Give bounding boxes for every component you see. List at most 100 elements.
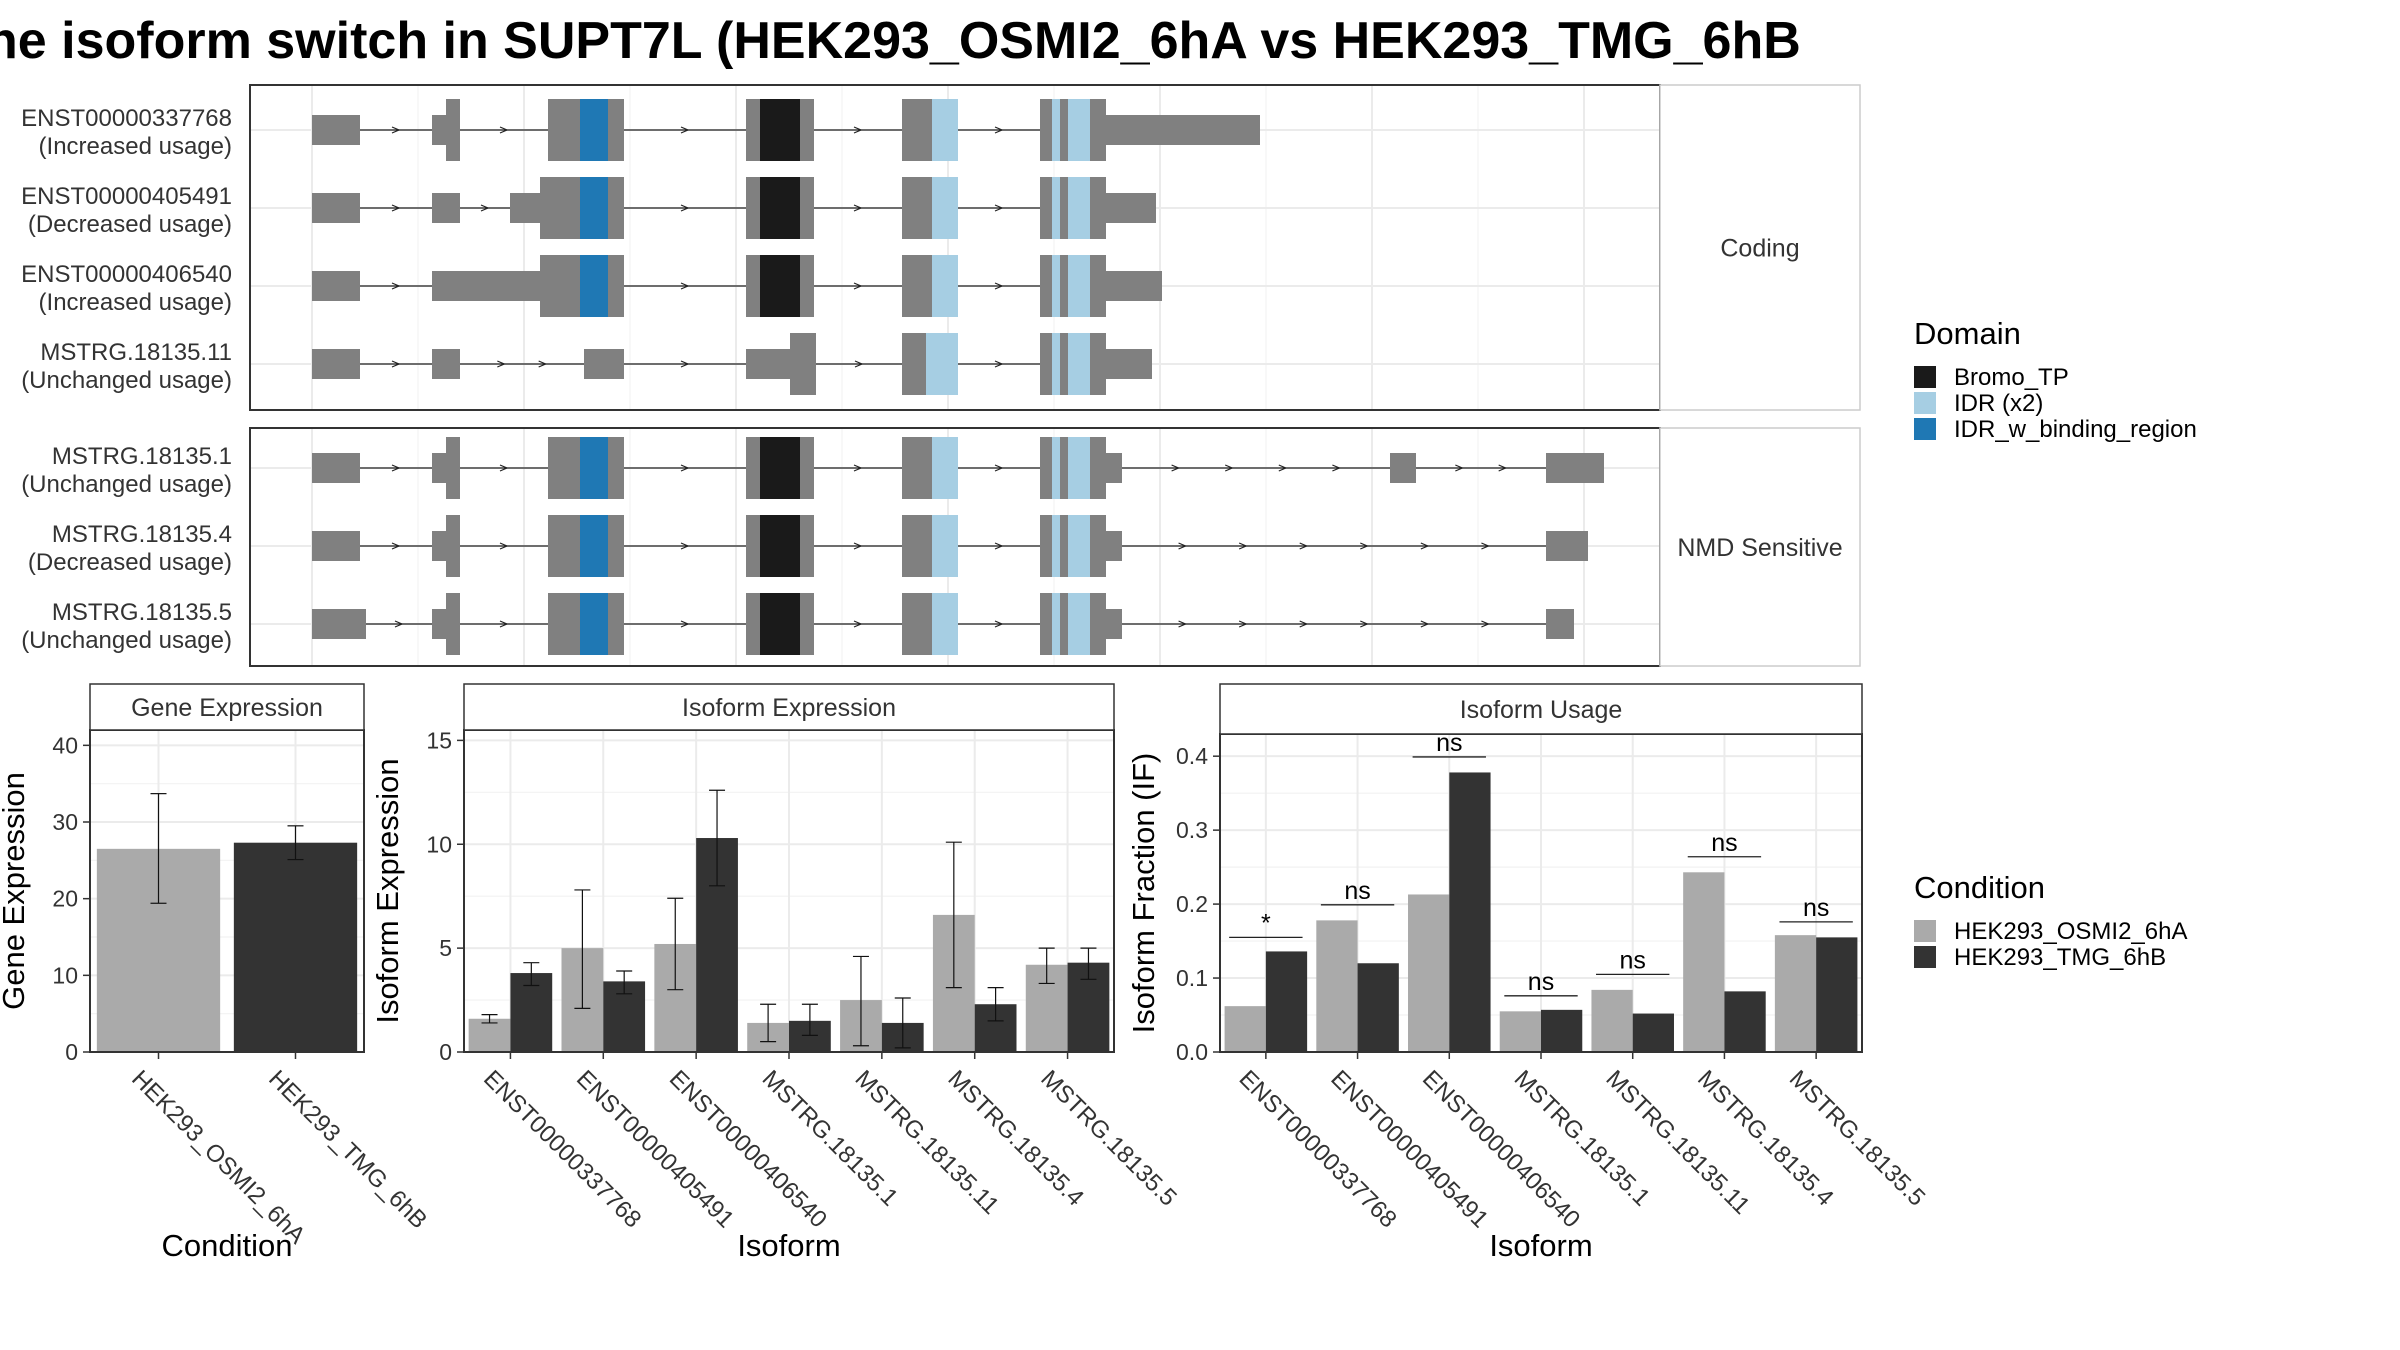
intron-arrow — [480, 204, 490, 212]
exon-block — [1040, 255, 1052, 317]
exon-block — [312, 453, 360, 483]
domain-idr_binding — [580, 515, 608, 577]
exon-block — [1106, 453, 1122, 483]
strip — [463, 683, 1115, 731]
exon-block — [1546, 531, 1588, 561]
exon-block — [800, 99, 814, 161]
exon-block — [548, 593, 580, 655]
legend-label: Bromo_TP — [1954, 364, 2069, 391]
intron-arrow — [680, 620, 690, 628]
transcript-usage-label: (Decreased usage) — [28, 211, 232, 238]
intron-arrow — [1332, 464, 1341, 472]
domain-exon — [1060, 437, 1068, 499]
bar — [1265, 951, 1308, 1052]
y-tick-label: 0.4 — [1176, 743, 1208, 769]
transcript-usage-label: (Increased usage) — [39, 133, 232, 160]
exon-block — [746, 177, 760, 239]
domain-idr — [1052, 255, 1060, 317]
exon-block — [902, 437, 932, 499]
exon-block — [312, 193, 360, 223]
exon-block — [902, 515, 932, 577]
y-axis-title: Gene Expression — [0, 772, 31, 1010]
domain-idr — [932, 177, 958, 239]
domain-idr — [1068, 593, 1090, 655]
domain-exon — [1060, 515, 1068, 577]
intron-arrow — [1455, 464, 1464, 472]
intron-arrow — [680, 542, 690, 550]
y-tick-label: 0.2 — [1176, 891, 1208, 917]
legend-title: Domain — [1914, 316, 2021, 351]
intron-arrow — [853, 126, 863, 134]
y-tick-label: 20 — [52, 886, 78, 912]
transcript-usage-label: (Unchanged usage) — [21, 627, 232, 654]
transcript-MSTRG.18135.11 — [312, 333, 1152, 395]
strip — [89, 683, 365, 731]
transcript-id-label: MSTRG.18135.11 — [40, 339, 232, 366]
domain-bromo — [760, 593, 800, 655]
exon-block — [1546, 453, 1604, 483]
exon-block — [1106, 193, 1156, 223]
intron-arrow — [391, 282, 401, 290]
transcript-id-label: MSTRG.18135.1 — [52, 443, 232, 470]
domain-idr — [1052, 333, 1060, 395]
legend-label: IDR_w_binding_region — [1954, 416, 2197, 443]
intron-arrow — [499, 464, 509, 472]
intron-arrow — [499, 620, 509, 628]
exon-block — [432, 193, 460, 223]
domain-exon — [1060, 593, 1068, 655]
exon-block — [548, 99, 580, 161]
x-tick-label: ENST00000405491 — [571, 1065, 739, 1233]
exon-block — [312, 609, 366, 639]
domain-exon — [1060, 333, 1068, 395]
intron-arrow — [994, 360, 1004, 368]
exon-block — [1546, 609, 1574, 639]
domain-idr — [1068, 437, 1090, 499]
transcript-usage-label: (Decreased usage) — [28, 549, 232, 576]
bar — [1774, 935, 1817, 1052]
transcript-ENST00000406540 — [312, 255, 1162, 317]
exon-block — [746, 99, 760, 161]
bar — [510, 973, 553, 1052]
exon-block — [902, 593, 932, 655]
domain-idr_binding — [580, 177, 608, 239]
exon-block — [608, 255, 624, 317]
strip-label: Gene Expression — [131, 694, 323, 722]
bar — [1316, 920, 1358, 1052]
intron-arrow — [391, 126, 401, 134]
domain-idr — [1068, 515, 1090, 577]
intron-arrow — [1238, 542, 1248, 550]
intron-arrow — [391, 464, 401, 472]
domain-idr_binding — [580, 437, 608, 499]
exon-block — [608, 437, 624, 499]
x-axis-title: Isoform — [737, 1228, 840, 1263]
figure-title: he isoform switch in SUPT7L (HEK293_OSMI… — [0, 12, 1801, 70]
intron-arrow — [499, 542, 509, 550]
domain-idr — [1052, 177, 1060, 239]
exon-block — [510, 193, 540, 223]
bar — [1591, 989, 1633, 1052]
exon-block — [902, 333, 926, 395]
exon-block — [432, 349, 460, 379]
exon-block — [432, 609, 446, 639]
domain-idr — [932, 437, 958, 499]
bar — [1408, 894, 1450, 1052]
intron-arrow — [680, 360, 690, 368]
exon-block — [1090, 333, 1106, 395]
intron-arrow — [1498, 464, 1508, 472]
exon-block — [1106, 115, 1260, 145]
domain-idr — [1052, 437, 1060, 499]
y-tick-label: 40 — [52, 732, 78, 758]
legend-key — [1914, 946, 1936, 968]
legend-key — [1914, 366, 1936, 388]
exon-block — [1040, 333, 1052, 395]
exon-block — [432, 453, 446, 483]
exon-block — [746, 437, 760, 499]
isoform-usage-chart: 0.0 0.1 0.2 0.3 0.4 * ENST00000337768 ns ENST000… — [1126, 683, 1930, 1263]
domain-idr — [1068, 99, 1090, 161]
legend-label: HEK293_TMG_6hB — [1954, 944, 2166, 971]
intron-arrow — [680, 282, 690, 290]
bar — [1499, 1011, 1541, 1052]
facet-nmd-sensitive: MSTRG.18135.1(Unchanged usage)MSTRG.1813… — [21, 427, 1861, 667]
